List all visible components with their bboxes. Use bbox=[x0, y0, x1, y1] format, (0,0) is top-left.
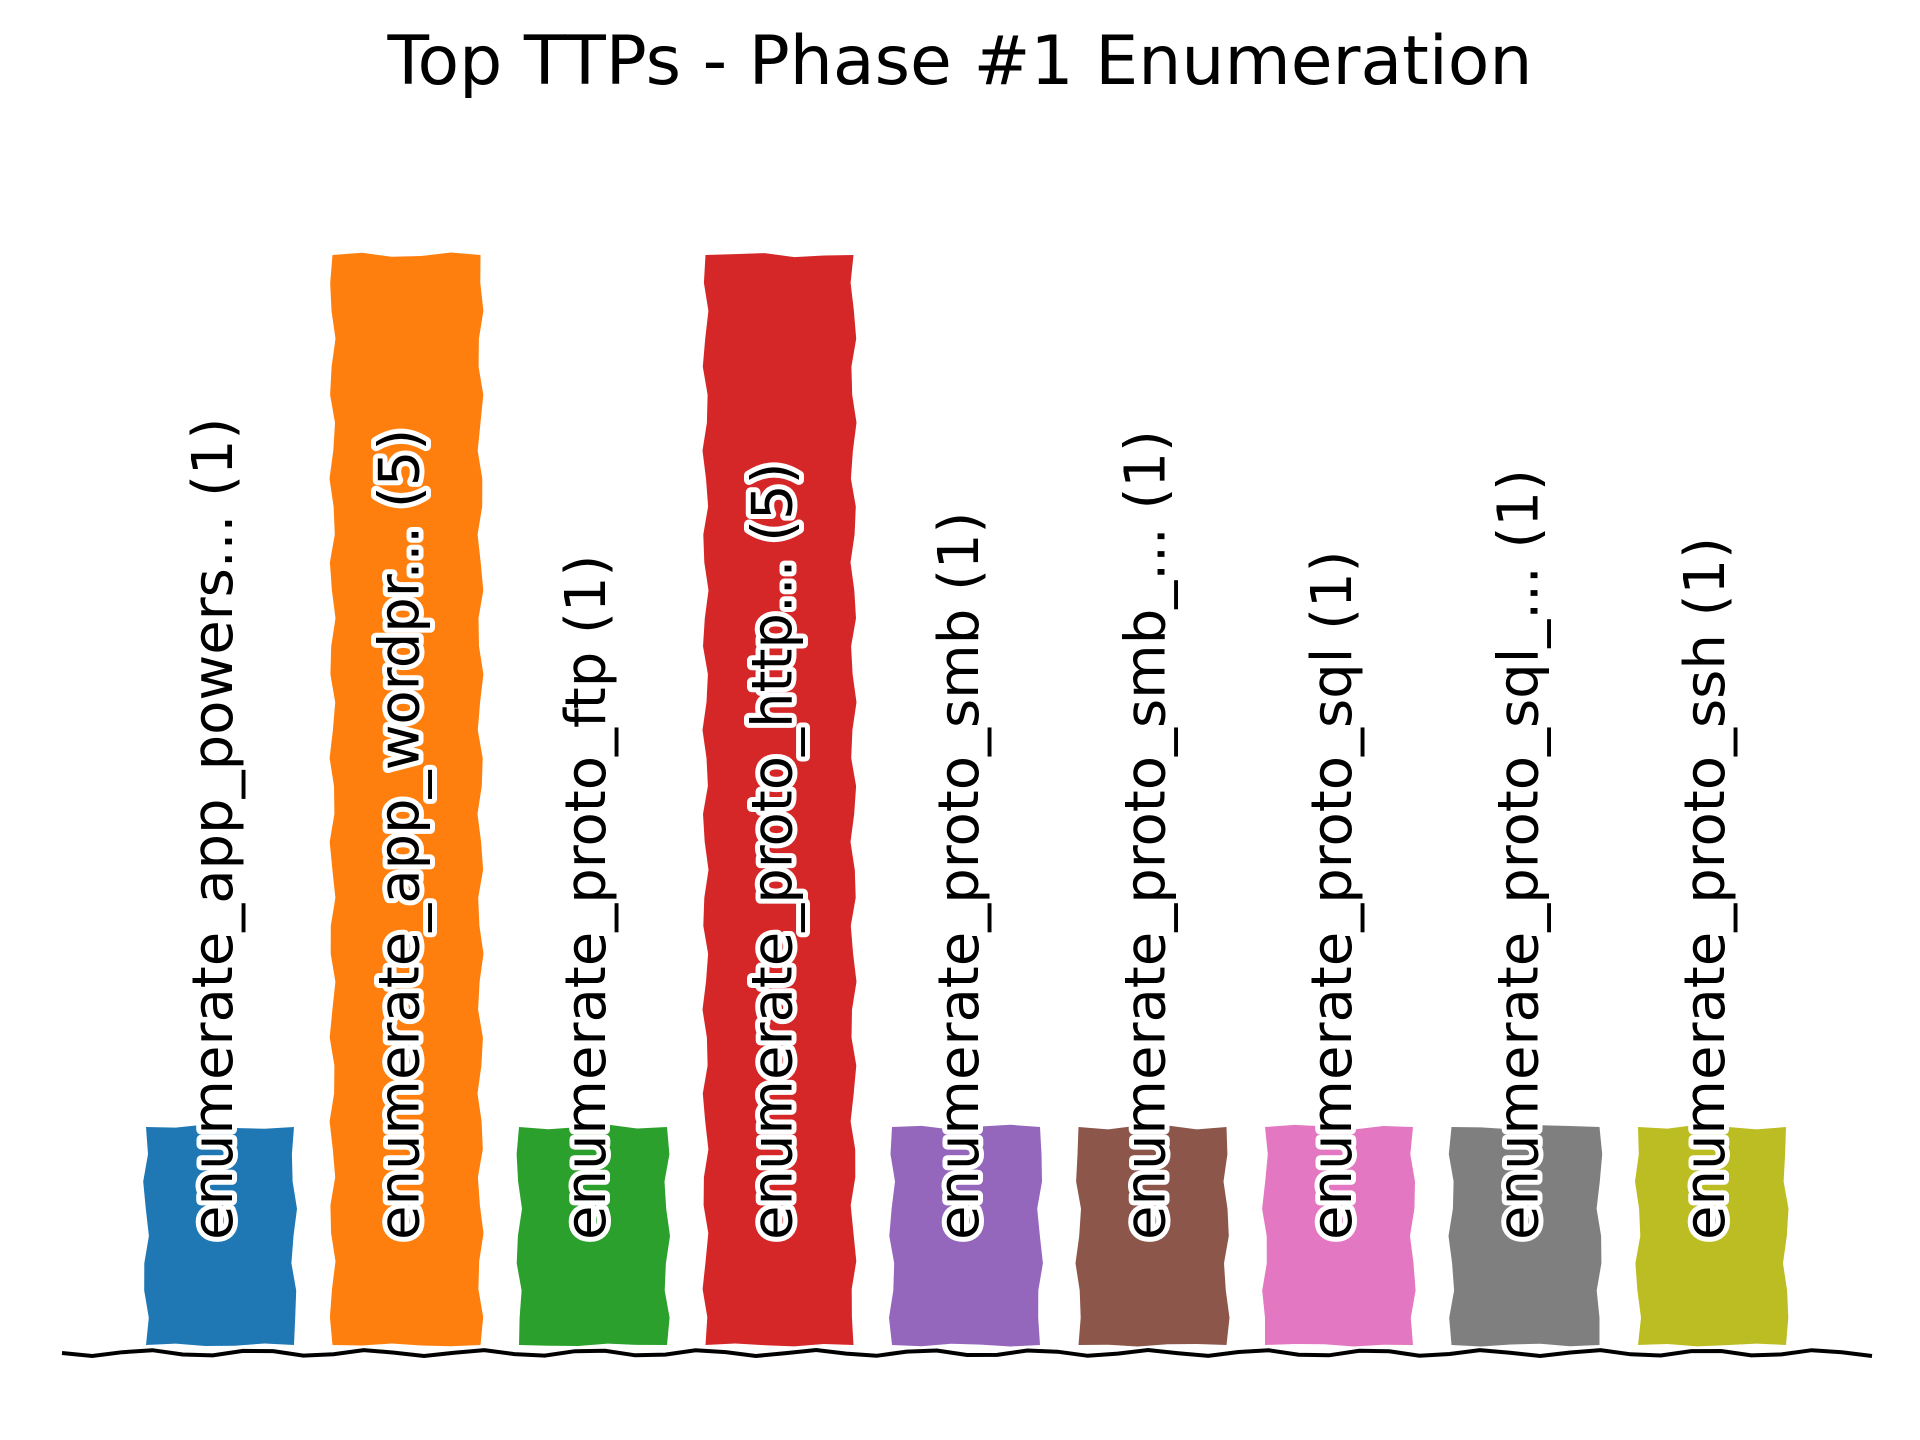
bar-label-2: enumerate_app_wordpr... (5) bbox=[368, 429, 433, 1240]
bar-label-8: enumerate_proto_sql_... (1) bbox=[1487, 469, 1552, 1240]
bar-4 bbox=[702, 253, 857, 1347]
chart-title: Top TTPs - Phase #1 Enumeration bbox=[387, 22, 1533, 101]
bar-5 bbox=[889, 1124, 1043, 1347]
bar-7 bbox=[1262, 1124, 1416, 1347]
bar-label-9: enumerate_proto_ssh (1) bbox=[1673, 537, 1738, 1240]
bar-label-3: enumerate_proto_ftp (1) bbox=[554, 555, 619, 1240]
bar-3 bbox=[516, 1124, 670, 1346]
bar-label-5: enumerate_proto_smb (1) bbox=[927, 512, 992, 1240]
bar-label-7: enumerate_proto_sql (1) bbox=[1300, 551, 1365, 1240]
bar-6 bbox=[1075, 1125, 1230, 1347]
bar-label-6: enumerate_proto_smb_... (1) bbox=[1114, 430, 1179, 1240]
bar-1 bbox=[143, 1124, 297, 1346]
labels-layer: enumerate_app_powers... (1) enumerate_app… bbox=[176, 413, 1743, 1245]
bars-layer bbox=[143, 252, 1789, 1347]
bar-9 bbox=[1635, 1124, 1789, 1347]
x-axis-baseline bbox=[61, 1347, 1873, 1359]
bar-8 bbox=[1448, 1125, 1603, 1347]
bar-label-1: enumerate_app_powers... (1) bbox=[181, 418, 246, 1240]
bar-label-4: enumerate_proto_http... (5) bbox=[741, 463, 806, 1241]
bar-2 bbox=[329, 252, 484, 1347]
